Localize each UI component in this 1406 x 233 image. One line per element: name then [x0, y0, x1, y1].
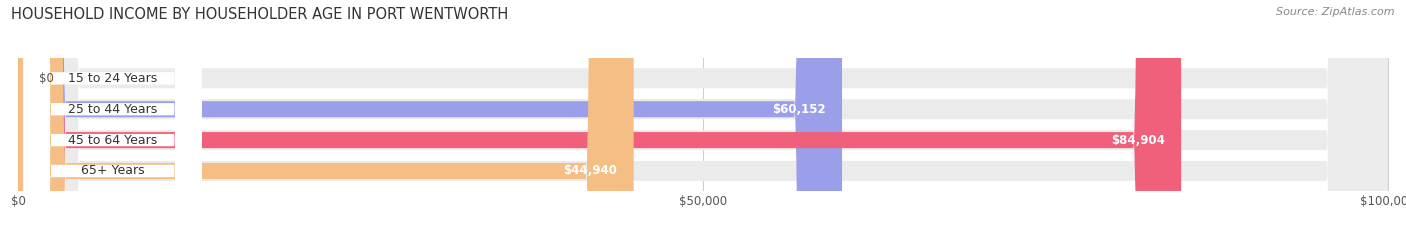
- Text: HOUSEHOLD INCOME BY HOUSEHOLDER AGE IN PORT WENTWORTH: HOUSEHOLD INCOME BY HOUSEHOLDER AGE IN P…: [11, 7, 509, 22]
- FancyBboxPatch shape: [18, 0, 634, 233]
- Text: 25 to 44 Years: 25 to 44 Years: [67, 103, 157, 116]
- FancyBboxPatch shape: [18, 0, 1388, 233]
- Text: $60,152: $60,152: [772, 103, 825, 116]
- FancyBboxPatch shape: [24, 0, 201, 233]
- Text: 65+ Years: 65+ Years: [80, 164, 145, 178]
- FancyBboxPatch shape: [24, 0, 201, 233]
- FancyBboxPatch shape: [24, 0, 201, 233]
- FancyBboxPatch shape: [18, 0, 1388, 233]
- Text: 15 to 24 Years: 15 to 24 Years: [67, 72, 157, 85]
- Text: Source: ZipAtlas.com: Source: ZipAtlas.com: [1277, 7, 1395, 17]
- FancyBboxPatch shape: [18, 0, 1388, 233]
- Text: $44,940: $44,940: [564, 164, 617, 178]
- Text: $0: $0: [38, 72, 53, 85]
- FancyBboxPatch shape: [24, 0, 201, 233]
- Text: 45 to 64 Years: 45 to 64 Years: [67, 134, 157, 147]
- Text: $84,904: $84,904: [1111, 134, 1164, 147]
- FancyBboxPatch shape: [18, 0, 1388, 233]
- FancyBboxPatch shape: [18, 0, 1181, 233]
- FancyBboxPatch shape: [18, 0, 842, 233]
